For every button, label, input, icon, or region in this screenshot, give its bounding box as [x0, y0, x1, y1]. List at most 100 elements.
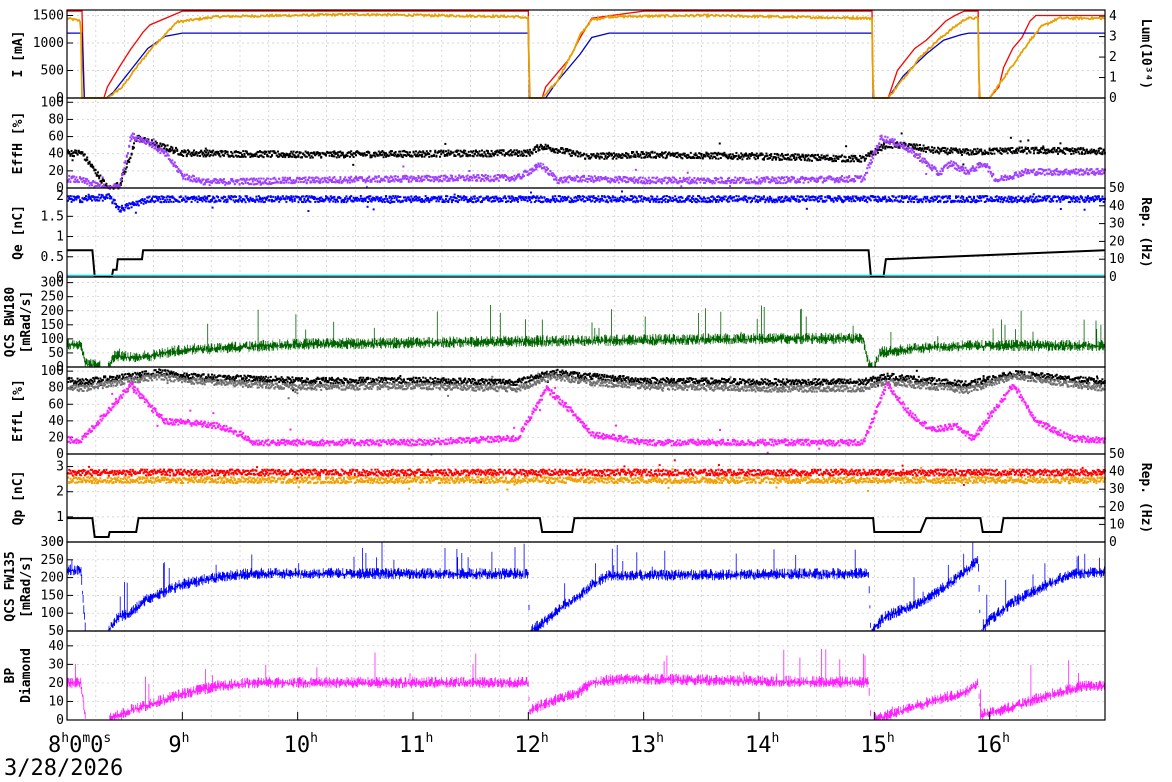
- data-point: [423, 199, 426, 202]
- data-point: [477, 152, 480, 155]
- data-point: [268, 182, 271, 185]
- data-point: [331, 179, 333, 182]
- data-point: [566, 177, 569, 180]
- data-point: [687, 195, 690, 198]
- data-point: [994, 148, 997, 151]
- data-point: [729, 181, 732, 184]
- data-point: [172, 200, 175, 203]
- data-point: [604, 177, 607, 180]
- data-point: [344, 179, 347, 182]
- data-point: [196, 154, 199, 157]
- data-point: [859, 154, 861, 157]
- data-point: [553, 197, 555, 200]
- data-point: [824, 200, 827, 203]
- data-point: [82, 154, 85, 157]
- data-point: [448, 198, 451, 201]
- data-point: [176, 165, 179, 168]
- data-point: [1012, 150, 1015, 153]
- data-point: [850, 178, 853, 181]
- data-point: [537, 197, 540, 200]
- data-point: [452, 179, 455, 182]
- data-point: [699, 181, 702, 184]
- data-point: [901, 196, 903, 199]
- data-point: [93, 198, 96, 201]
- data-point: [788, 157, 791, 160]
- data-point: [481, 178, 483, 181]
- data-point: [1010, 147, 1013, 150]
- data-point: [262, 201, 265, 204]
- data-point: [565, 178, 567, 181]
- data-point: [519, 177, 522, 180]
- data-point: [446, 195, 449, 198]
- data-point: [91, 181, 93, 184]
- data-point: [539, 165, 542, 168]
- data-point: [751, 200, 753, 203]
- data-point: [104, 197, 107, 200]
- data-point: [92, 165, 95, 168]
- data-point: [895, 196, 897, 199]
- data-point: [733, 155, 735, 158]
- data-point: [513, 149, 516, 152]
- data-point: [568, 153, 571, 156]
- data-point: [487, 177, 489, 180]
- data-point: [445, 150, 447, 153]
- data-point: [713, 198, 716, 201]
- data-point: [314, 153, 317, 156]
- data-point: [749, 201, 752, 204]
- data-point: [895, 142, 897, 145]
- data-point: [920, 147, 923, 150]
- data-point: [95, 173, 98, 176]
- data-point: [201, 178, 204, 181]
- data-point: [1077, 151, 1080, 154]
- data-point: [400, 154, 403, 157]
- data-point: [777, 156, 780, 159]
- data-point: [465, 175, 468, 178]
- data-point: [668, 195, 671, 198]
- data-point: [353, 199, 356, 202]
- data-point: [1004, 147, 1007, 150]
- data-point: [508, 180, 511, 183]
- data-point: [68, 178, 71, 181]
- data-point: [520, 150, 523, 153]
- data-point: [113, 183, 116, 186]
- data-point: [499, 200, 501, 203]
- data-point: [286, 154, 289, 157]
- data-point: [608, 197, 611, 200]
- data-point: [970, 169, 973, 172]
- data-point: [538, 148, 541, 151]
- data-point: [830, 199, 833, 202]
- data-point: [1057, 170, 1059, 173]
- data-point: [532, 169, 535, 172]
- data-point: [844, 198, 847, 201]
- data-point: [496, 177, 499, 180]
- data-point: [890, 199, 893, 202]
- data-point: [329, 151, 332, 154]
- data-point: [554, 195, 557, 198]
- data-point: [392, 195, 395, 198]
- data-point: [741, 158, 744, 161]
- data-point: [789, 158, 792, 161]
- data-point: [1021, 169, 1023, 172]
- data-point: [1071, 147, 1074, 150]
- data-point: [435, 196, 438, 199]
- data-point: [211, 199, 213, 202]
- data-point: [157, 144, 159, 147]
- data-point: [907, 145, 909, 148]
- data-point: [795, 181, 798, 184]
- data-point: [388, 195, 391, 198]
- data-point: [176, 170, 179, 173]
- data-point: [517, 198, 519, 201]
- data-point: [689, 200, 692, 203]
- data-point: [79, 199, 81, 202]
- data-point: [521, 196, 524, 199]
- data-point: [475, 150, 477, 153]
- data-point: [310, 196, 313, 199]
- data-point: [927, 162, 930, 165]
- data-point: [574, 200, 577, 203]
- data-point: [430, 154, 433, 157]
- data-point: [853, 154, 855, 157]
- data-point: [463, 151, 465, 154]
- data-point: [627, 198, 630, 201]
- data-point: [1094, 173, 1097, 176]
- data-point: [158, 147, 161, 150]
